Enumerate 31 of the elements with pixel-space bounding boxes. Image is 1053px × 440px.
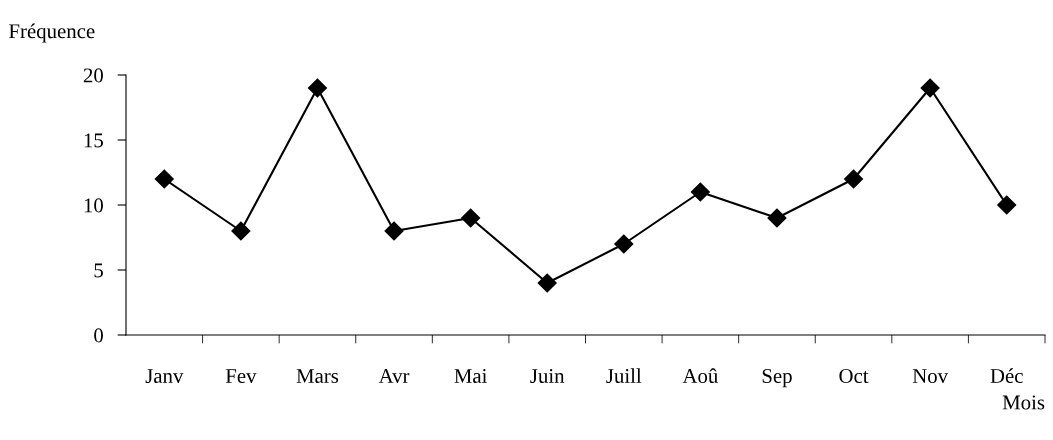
y-axis-title: Fréquence bbox=[9, 23, 95, 43]
point bbox=[307, 78, 327, 98]
point bbox=[920, 78, 940, 98]
point bbox=[154, 169, 174, 189]
x-tick-label: Nov bbox=[912, 369, 949, 383]
x-tick-label: Janv bbox=[145, 369, 184, 383]
x-tick-label: Juin bbox=[530, 368, 565, 383]
y-tick-label: 5 bbox=[94, 263, 103, 278]
y-tick-label: 15 bbox=[84, 133, 103, 148]
point bbox=[231, 221, 251, 241]
x-tick-label: Déc bbox=[990, 368, 1023, 383]
point bbox=[997, 195, 1017, 215]
x-tick-label: Juill bbox=[606, 368, 642, 383]
x-tick-label: Sep bbox=[762, 368, 792, 388]
point bbox=[690, 182, 710, 202]
point bbox=[537, 273, 557, 293]
point bbox=[461, 208, 481, 228]
x-axis-title: Mois bbox=[1002, 395, 1045, 410]
y-tick-label: 20 bbox=[83, 68, 103, 83]
x-tick-label: Mai bbox=[454, 368, 488, 383]
y-tick-label: 10 bbox=[84, 198, 103, 213]
point bbox=[614, 234, 634, 254]
x-tick-label: Fev bbox=[225, 369, 257, 383]
x-tick-label: Avr bbox=[378, 369, 410, 383]
point bbox=[767, 208, 787, 228]
x-tick-label: Aoû bbox=[682, 368, 718, 383]
point bbox=[844, 169, 864, 189]
point bbox=[384, 221, 404, 241]
x-tick-label: Oct bbox=[839, 368, 869, 383]
x-tick-label: Mars bbox=[296, 369, 339, 383]
y-tick-label: 0 bbox=[94, 328, 103, 343]
